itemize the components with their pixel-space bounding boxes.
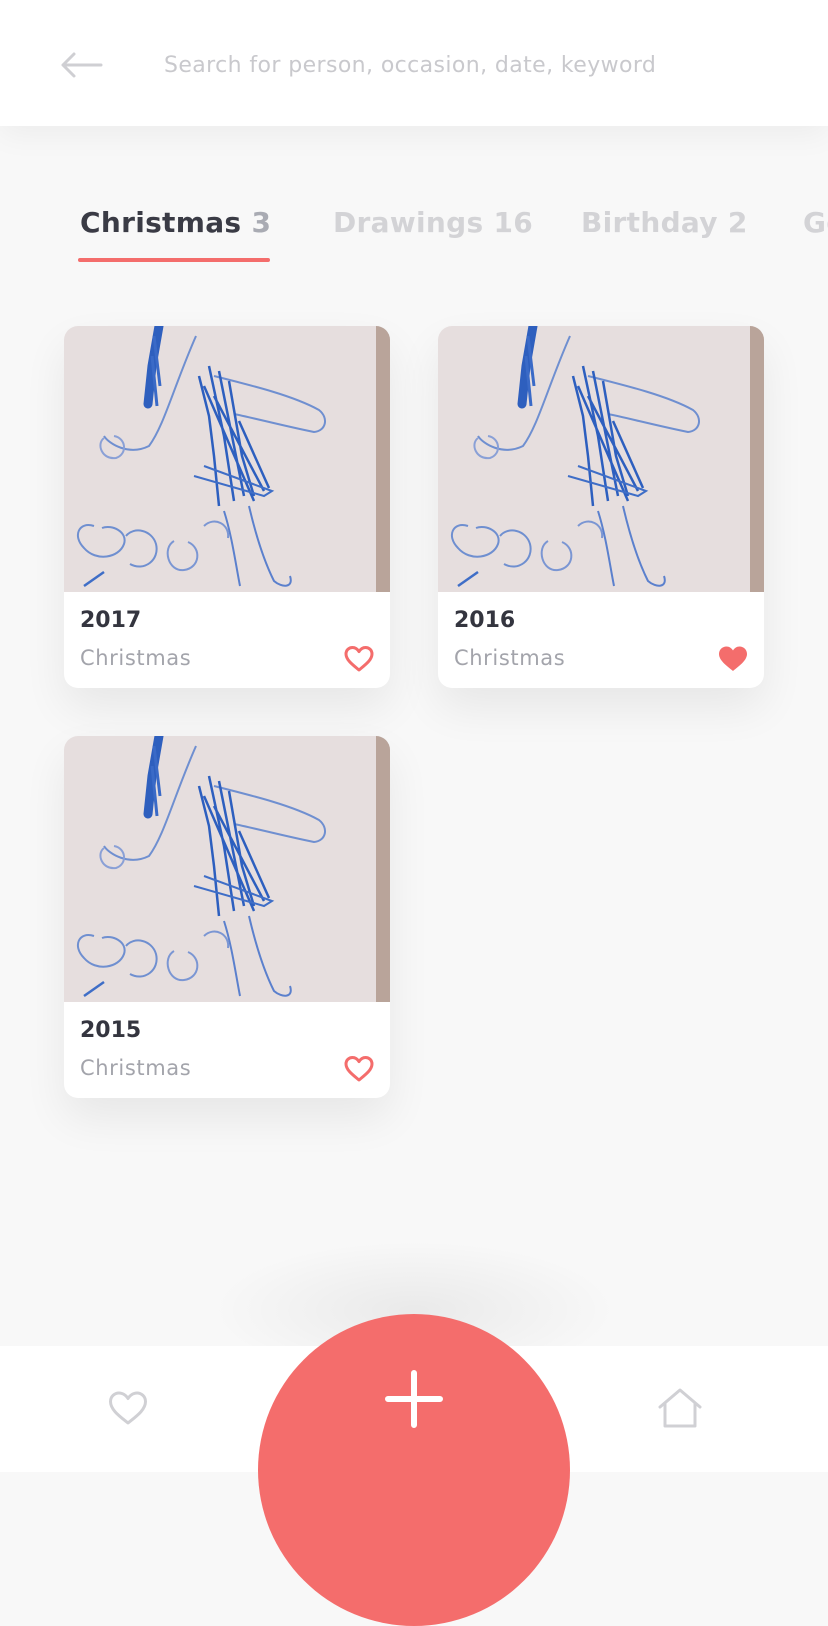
home-nav-button[interactable] [650,1378,710,1438]
card-occasion: Christmas [454,646,566,670]
drawing-thumbnail [438,326,764,592]
tab-count: 16 [493,206,534,239]
card-occasion: Christmas [80,646,192,670]
arrow-left-icon [61,52,103,78]
tab-count: 3 [251,206,272,239]
heart-filled-icon [719,646,747,671]
photo-card[interactable]: 2015 Christmas [64,736,390,1098]
tab-label: Drawings [333,206,484,239]
card-year: 2016 [454,608,516,633]
tab-birthday[interactable]: Birthday 2 [581,196,748,262]
favorite-button[interactable] [340,1052,378,1086]
back-button[interactable] [56,44,106,86]
favorite-button[interactable] [340,642,378,676]
drawing-thumbnail [64,326,390,592]
card-occasion: Christmas [80,1056,192,1080]
tab-label: Go [803,206,828,239]
active-tab-indicator [78,258,270,262]
heart-outline-icon [344,1056,374,1082]
favorites-nav-button[interactable] [98,1378,158,1438]
heart-outline-icon [109,1391,147,1425]
tab-christmas[interactable]: Christmas 3 [80,196,271,262]
search-header [0,0,828,126]
plus-icon [385,1370,443,1428]
photo-card[interactable]: 2016 Christmas [438,326,764,688]
tab-go[interactable]: Go [803,196,828,262]
favorite-button[interactable] [714,642,752,676]
tab-drawings[interactable]: Drawings 16 [333,196,533,262]
tab-label: Birthday [581,206,718,239]
card-year: 2015 [80,1018,142,1043]
category-tabs: Christmas 3 Drawings 16 Birthday 2 Go [0,196,828,266]
add-button[interactable] [258,1314,570,1626]
search-input[interactable] [160,44,784,86]
tab-count: 2 [727,206,748,239]
drawing-thumbnail [64,736,390,1002]
heart-outline-icon [344,646,374,672]
home-icon [658,1388,702,1428]
photo-card[interactable]: 2017 Christmas [64,326,390,688]
tab-label: Christmas [80,206,242,239]
card-year: 2017 [80,608,142,633]
